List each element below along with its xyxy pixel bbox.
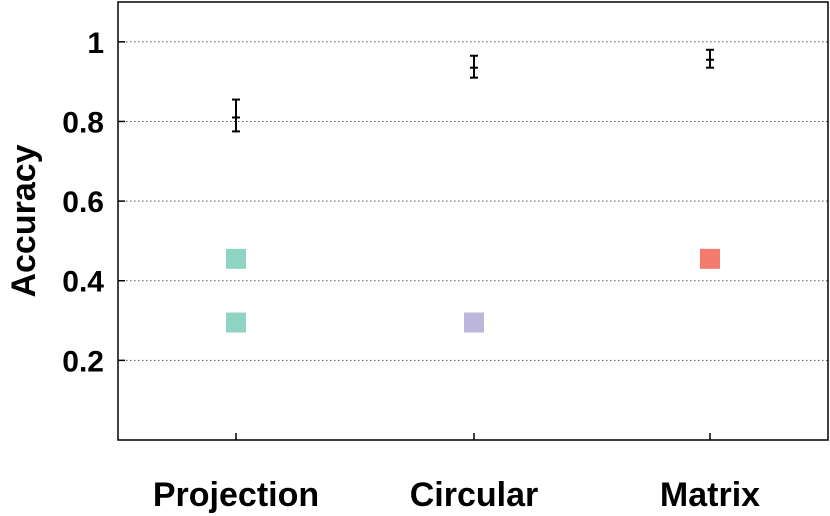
y-tick-label: 0.6 xyxy=(62,186,104,219)
x-axis-ticks: Projection Circular Matrix xyxy=(153,433,760,514)
x-tick-label-circular: Circular xyxy=(410,476,539,514)
error-bars xyxy=(232,48,714,133)
plot-frame xyxy=(117,1,829,441)
error-bar-projection xyxy=(232,98,240,133)
y-tick-label: 0.2 xyxy=(62,345,104,378)
square-marker-matrix xyxy=(700,248,720,269)
y-tick-label: 0.4 xyxy=(62,266,104,299)
y-tick-label: 0.8 xyxy=(62,106,104,139)
y-axis-title: Accuracy xyxy=(5,144,43,297)
square-marker-circular xyxy=(464,312,484,333)
y-tick-label: 1 xyxy=(87,27,104,60)
square-marker-projection xyxy=(226,248,246,269)
error-bar-circular xyxy=(470,54,478,79)
x-tick-label-projection: Projection xyxy=(153,476,319,514)
error-bar-matrix xyxy=(706,48,714,69)
x-tick-label-matrix: Matrix xyxy=(660,476,760,514)
y-axis-ticks: 0.2 0.4 0.6 0.8 1 xyxy=(62,27,125,378)
square-marker-projection xyxy=(226,312,246,333)
square-markers xyxy=(226,248,720,333)
